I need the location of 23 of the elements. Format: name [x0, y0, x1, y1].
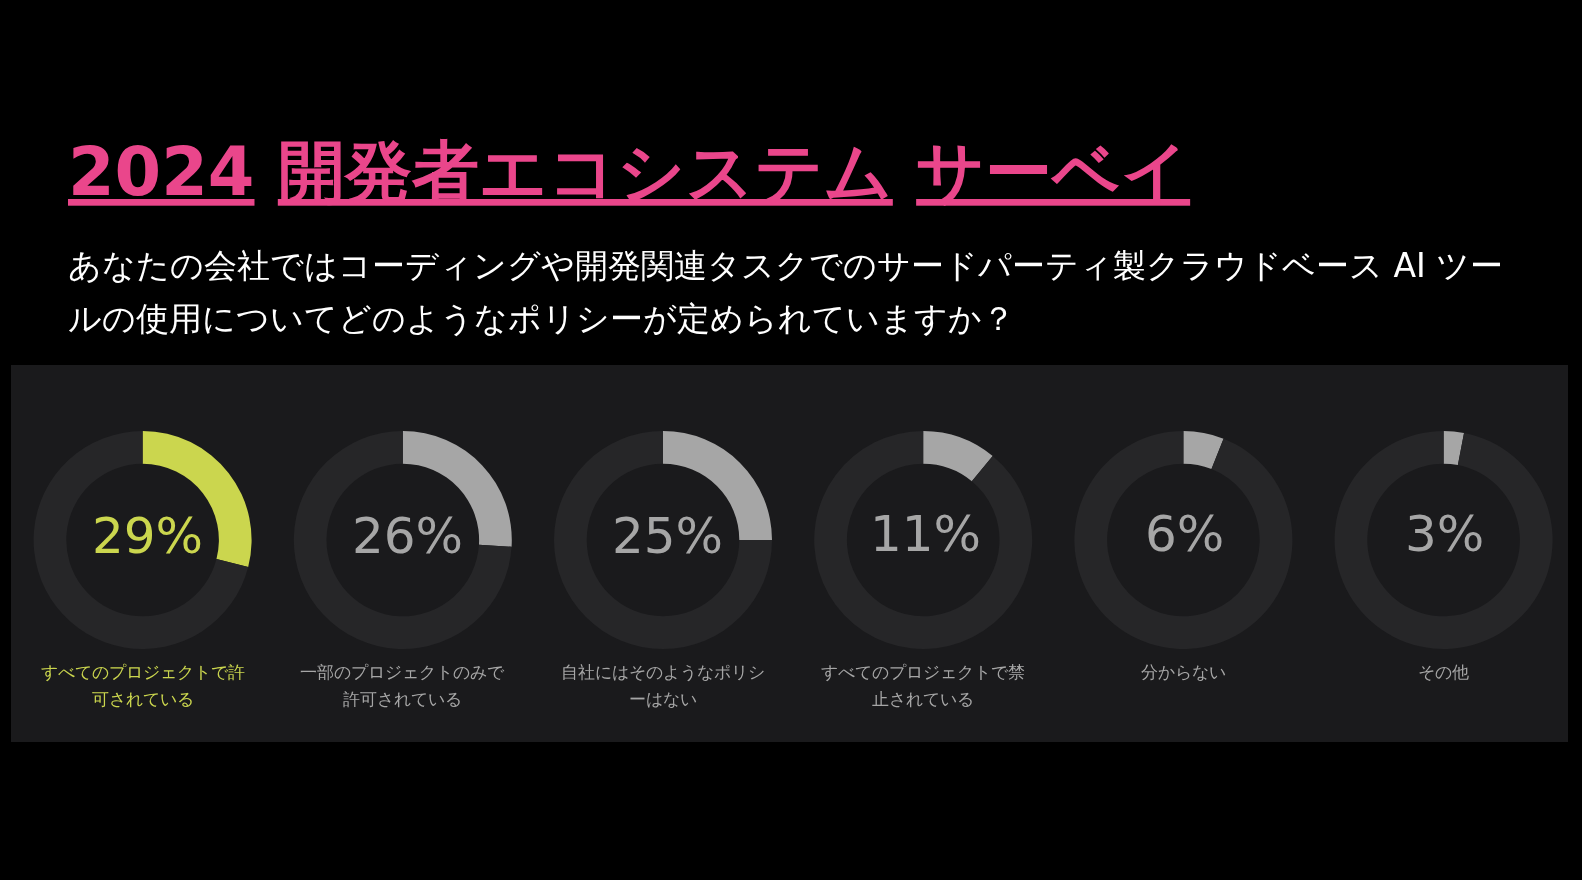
- text: 自社にはそのようなポリシーはない: [561, 662, 765, 709]
- donut-slice: [1334, 431, 1553, 649]
- donut-slice: [1074, 431, 1293, 649]
- text: 分からない: [1141, 662, 1226, 682]
- data-label: 25%: [612, 507, 724, 565]
- text: すべてのプロジェクトで許可されている: [41, 662, 245, 709]
- donut-slice: [33, 431, 249, 649]
- text: 一部のプロジェクトのみで許可されている: [300, 662, 505, 709]
- donut-slice: [1443, 431, 1465, 466]
- donut-slice: [814, 431, 1033, 649]
- data-label: 29%: [92, 507, 204, 565]
- text: その他: [1418, 662, 1469, 682]
- text: あなたの会社ではコーディングや開発関連タスクでのサードパーティ製クラウドベース AI ツールの使用についてどのようなポリシーが定められていますか？: [68, 246, 1504, 338]
- donut-slice: [1183, 431, 1224, 470]
- donut-slice: [554, 431, 772, 649]
- text: すべてのプロジェクトで禁止されている: [821, 662, 1025, 709]
- data-label: 6%: [1145, 505, 1225, 563]
- data-label: 11%: [870, 505, 982, 563]
- text: 2024 開発者エコシステム サーベイ: [68, 133, 1191, 211]
- donut-slice: [293, 431, 512, 649]
- donut-slice: [923, 431, 993, 482]
- data-label: 26%: [352, 507, 464, 565]
- data-label: 3%: [1405, 505, 1485, 563]
